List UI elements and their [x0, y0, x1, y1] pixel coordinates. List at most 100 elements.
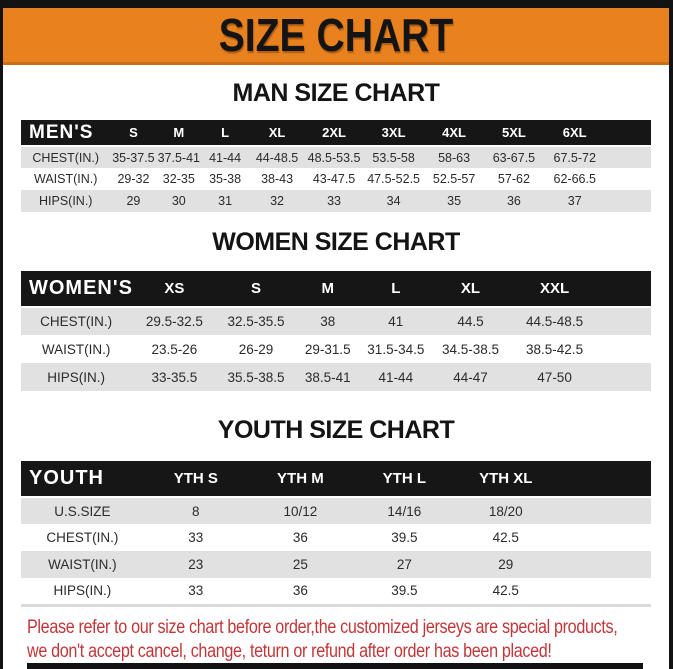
size-value: 18/20 [488, 503, 523, 519]
size-value: 37.5-41 [157, 150, 200, 165]
size-value: 27 [396, 557, 412, 572]
women-size-table: WOMEN'S XS S M L XL XXL CHEST(IN.) 29.5-32.5 32.5… [21, 271, 651, 391]
size-table-header-row: MEN'S S M L XL 2XL 3XL 4XL 5XL 6XL [21, 120, 651, 147]
row-spacer-cell [599, 335, 651, 363]
table-corner-label: YOUTH [21, 461, 144, 498]
size-value: 53.5-58 [372, 150, 415, 165]
measurement-row: HIPS(IN.) 33 36 39.5 42.5 [21, 578, 651, 605]
size-value: 34 [386, 194, 401, 208]
row-spacer-cell [556, 578, 651, 605]
measurement-row: WAIST(IN.) 23.5-26 26-29 29-31.5 31.5-34.5 34… [21, 335, 651, 363]
size-value: 43-47.5 [312, 172, 356, 186]
row-spacer-cell [599, 363, 651, 391]
header-spacer-cell [598, 271, 651, 308]
size-value: 33 [188, 530, 204, 545]
header-spacer-cell [605, 120, 651, 147]
size-value: 35 [447, 194, 462, 208]
size-column-header: M [156, 120, 202, 147]
youth-size-section: YOUTH SIZE CHART YOUTH YTH S YTH M YTH L YTH… [3, 415, 669, 607]
size-value: 38 [320, 314, 336, 329]
size-value: 32.5-35.5 [227, 314, 285, 329]
size-column-header: M [294, 271, 362, 308]
women-size-section: WOMEN SIZE CHART WOMEN'S XS S M L XL XXL CHEST(… [3, 227, 669, 391]
size-value: 30 [171, 194, 186, 208]
size-value: 39.5 [391, 583, 418, 599]
size-value: 38-43 [261, 172, 294, 186]
size-value: 47-50 [537, 369, 572, 385]
size-column-header: 4XL [424, 120, 484, 147]
row-spacer-cell [556, 524, 651, 551]
row-label: HIPS(IN.) [47, 369, 105, 385]
size-value: 47.5-52.5 [367, 172, 421, 186]
table-corner-label: WOMEN'S [21, 271, 132, 308]
size-value: 36 [506, 194, 521, 208]
size-column-header: XS [131, 271, 218, 308]
size-value: 14/16 [387, 503, 422, 519]
banner-title: SIZE CHART [218, 9, 454, 61]
measurement-row: WAIST(IN.) 29-32 32-35 35-38 38-43 43-47.5 47.… [21, 168, 651, 190]
size-column-header: 6XL [543, 120, 606, 147]
size-value: 35.5-38.5 [227, 369, 285, 385]
size-value: 38.5-41 [304, 369, 351, 385]
row-label: CHEST(IN.) [40, 314, 113, 329]
row-spacer-cell [556, 497, 651, 524]
size-value: 33 [327, 194, 342, 208]
row-spacer-cell [606, 190, 651, 212]
size-value: 29 [498, 557, 514, 572]
women-section-title: WOMEN SIZE CHART [212, 228, 460, 256]
size-value: 63-67.5 [492, 150, 536, 165]
size-value: 48.5-53.5 [307, 150, 361, 165]
size-column-header: XXL [510, 271, 599, 308]
size-value: 32-35 [162, 172, 195, 186]
size-value: 52.5-57 [432, 172, 476, 186]
row-spacer-cell [606, 146, 651, 168]
size-value: 26-29 [238, 341, 274, 357]
size-value: 36 [292, 583, 308, 599]
size-value: 31 [218, 194, 233, 208]
size-column-header: 3XL [363, 120, 425, 147]
size-value: 10/12 [283, 503, 318, 519]
footer-disclaimer-line2: we don't accept cancel, change, teturn o… [27, 640, 552, 662]
row-spacer-cell [556, 551, 651, 578]
row-label: WAIST(IN.) [48, 557, 117, 572]
size-value: 32 [270, 194, 285, 208]
size-value: 57-62 [497, 172, 530, 186]
size-table-header-row: YOUTH YTH S YTH M YTH L YTH XL [21, 461, 651, 498]
size-column-header: YTH XL [455, 461, 556, 498]
measurement-row: CHEST(IN.) 33 36 39.5 42.5 [21, 524, 651, 551]
row-label: WAIST(IN.) [41, 341, 111, 357]
footer-disclaimer: Please refer to our size chart before or… [3, 616, 669, 664]
size-value: 62-66.5 [553, 172, 596, 186]
row-label: CHEST(IN.) [32, 150, 100, 165]
measurement-row: U.S.SIZE 8 10/12 14/16 18/20 [21, 497, 651, 524]
row-label: WAIST(IN.) [34, 172, 98, 186]
row-label: HIPS(IN.) [38, 194, 93, 208]
size-value: 44.5-48.5 [526, 314, 584, 329]
table-corner-label: MEN'S [21, 120, 111, 147]
size-column-header: L [361, 271, 431, 308]
size-value: 29-31.5 [304, 341, 351, 357]
measurement-row: CHEST(IN.) 35-37.5 37.5-41 41-44 44-48.5 48.5… [21, 146, 651, 168]
size-value: 35-37.5 [112, 150, 155, 165]
man-section-title: MAN SIZE CHART [232, 79, 440, 107]
size-value: 37 [567, 194, 582, 208]
size-value: 42.5 [492, 583, 519, 599]
size-value: 36 [292, 530, 308, 545]
size-column-header: YTH S [143, 461, 248, 498]
footer-disclaimer-line1: Please refer to our size chart before or… [27, 616, 618, 638]
size-value: 23 [188, 557, 204, 572]
size-value: 39.5 [391, 530, 418, 545]
header-spacer-cell [555, 461, 651, 498]
row-label: U.S.SIZE [54, 503, 111, 519]
size-column-header: XL [249, 120, 306, 147]
measurement-row: HIPS(IN.) 33-35.5 35.5-38.5 38.5-41 41-44 44-… [21, 363, 651, 391]
bottom-black-bar [27, 663, 643, 669]
size-value: 58-63 [438, 150, 471, 165]
size-value: 44-48.5 [255, 150, 299, 165]
size-column-header: XL [430, 271, 511, 308]
size-value: 31.5-34.5 [367, 341, 425, 357]
size-value: 41-44 [378, 369, 414, 385]
size-column-header: 2XL [305, 120, 364, 147]
size-value: 23.5-26 [151, 341, 198, 357]
